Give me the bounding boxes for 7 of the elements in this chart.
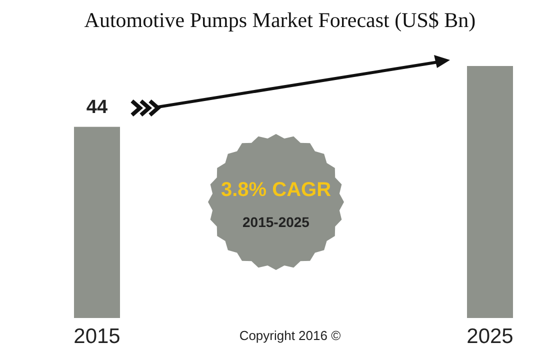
x-tick-label: 2025 bbox=[466, 325, 514, 348]
data-label: 44 bbox=[86, 96, 108, 118]
annotation: 2015-2025 bbox=[242, 214, 310, 230]
annotation: 3.8% CAGR bbox=[220, 179, 332, 201]
text: Copyright 2016 © bbox=[239, 328, 342, 343]
x-tick-label: 2015 bbox=[74, 325, 120, 348]
chart-title: Automotive Pumps Market Forecast (US$ Bn) bbox=[84, 8, 476, 32]
